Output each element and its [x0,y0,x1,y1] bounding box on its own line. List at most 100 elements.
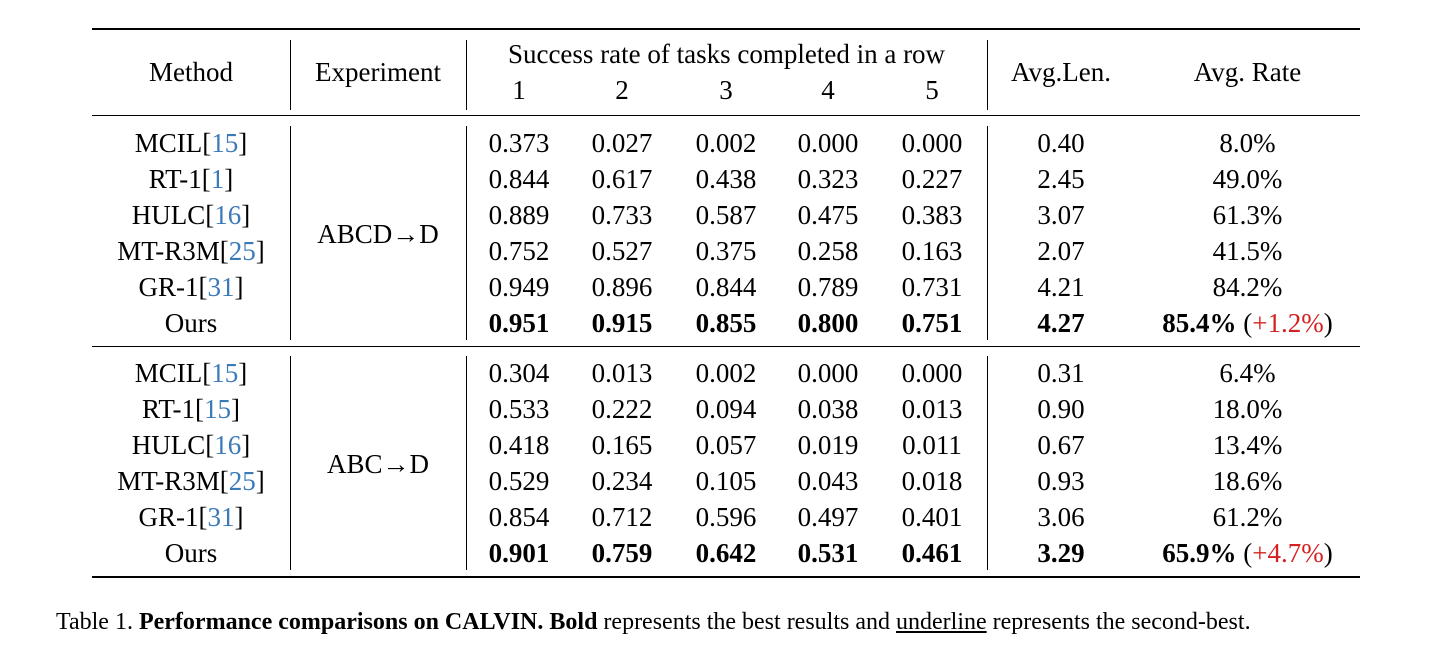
header-col-2: 2 [615,75,629,105]
caption-text-2: represents the second-best. [986,609,1251,635]
avg-rate-cell: 49.0% [1135,162,1360,196]
caption-text-1: represents the best results and [597,609,897,635]
group-rule [92,346,1360,347]
divider-method [290,40,291,110]
success-rate-cell: 0.529 [488,466,550,496]
avg-rate-value: 84.2% [1212,272,1283,302]
success-rate-cell: 0.531 [797,538,859,568]
success-rate-cell: 0.854 [488,502,550,532]
citation-link[interactable]: 16 [214,200,242,230]
header-avg-len: Avg.Len. [1011,57,1111,87]
success-rate-cell: 0.383 [901,200,963,230]
header-col-1: 1 [512,75,526,105]
success-rate-cell: 0.094 [695,394,757,424]
method-name: GR-1 [138,502,199,532]
success-rate-cell: 0.013 [591,358,653,388]
avg-rate-cell: 18.6% [1135,464,1360,498]
success-rate-cell: 0.027 [591,128,653,158]
method-name: Ours [164,308,218,338]
avg-len-cell: 3.06 [1037,502,1085,532]
success-rate-cell: 0.527 [591,236,653,266]
success-rate-cell: 0.323 [797,164,859,194]
top-rule [92,28,1360,30]
success-rate-cell: 0.759 [591,538,653,568]
success-rate-cell: 0.304 [488,358,550,388]
method-cell: MT-R3M[25] [117,466,265,496]
citation-link[interactable]: 15 [203,394,231,424]
avg-len-cell: 0.31 [1037,358,1085,388]
success-rate-cell: 0.165 [591,430,653,460]
method-name: MT-R3M [117,466,220,496]
avg-rate-cell: 8.0% [1135,126,1360,160]
experiment-label: ABCD→D [317,219,439,249]
method-name: MCIL [134,128,203,158]
citation-link[interactable]: 25 [228,466,256,496]
citation-link[interactable]: 16 [214,430,242,460]
avg-len-cell: 2.07 [1037,236,1085,266]
improvement-badge: +4.7% [1252,538,1324,568]
caption-label: Table 1. [56,609,139,635]
success-rate-cell: 0.000 [797,128,859,158]
avg-rate-value: 65.9% [1162,538,1237,568]
avg-rate-cell: 85.4% (+1.2%) [1162,308,1333,338]
success-rate-cell: 0.789 [797,272,859,302]
success-rate-cell: 0.642 [695,538,757,568]
avg-rate-value: 61.3% [1212,200,1283,230]
success-rate-cell: 0.105 [695,466,757,496]
avg-rate-cell: 84.2% [1135,270,1360,304]
success-rate-cell: 0.163 [901,236,963,266]
success-rate-cell: 0.043 [797,466,859,496]
caption-title: Performance comparisons on CALVIN. [138,609,544,635]
success-rate-cell: 0.800 [797,308,859,338]
divider-experiment-g1 [466,126,467,340]
success-rate-cell: 0.752 [488,236,550,266]
success-rate-cell: 0.587 [695,200,757,230]
success-rate-cell: 0.915 [591,308,653,338]
avg-rate-value: 41.5% [1212,236,1283,266]
success-rate-cell: 0.019 [797,430,859,460]
success-rate-cell: 0.000 [901,358,963,388]
divider-method-g2 [290,356,291,570]
citation-link[interactable]: 15 [211,358,239,388]
success-rate-cell: 0.418 [488,430,550,460]
method-cell: RT-1[15] [142,394,240,424]
success-rate-cell: 0.475 [797,200,859,230]
success-rate-cell: 0.901 [488,538,550,568]
success-rate-cell: 0.222 [591,394,653,424]
citation-link[interactable]: 1 [210,164,225,194]
citation-link[interactable]: 31 [207,502,235,532]
avg-rate-value: 49.0% [1212,164,1283,194]
success-rate-cell: 0.000 [901,128,963,158]
header-method: Method [149,57,233,87]
success-rate-cell: 0.497 [797,502,859,532]
success-rate-cell: 0.889 [488,200,550,230]
header-rule [92,115,1360,116]
avg-rate-value: 61.2% [1212,502,1283,532]
method-name: HULC [131,430,206,460]
success-rate-cell: 0.951 [488,308,550,338]
method-cell: Ours [92,306,290,340]
success-rate-cell: 0.011 [902,430,962,460]
avg-rate-cell: 18.0% [1135,392,1360,426]
avg-rate-cell: 61.2% [1135,500,1360,534]
success-rate-cell: 0.461 [901,538,963,568]
avg-len-cell: 2.45 [1037,164,1085,194]
citation-link[interactable]: 31 [207,272,235,302]
success-rate-cell: 0.617 [591,164,653,194]
table-caption: Table 1. Performance comparisons on CALV… [56,606,1251,638]
success-rate-cell: 0.002 [695,358,757,388]
avg-rate-value: 18.6% [1212,466,1283,496]
method-name: GR-1 [138,272,199,302]
method-cell: MCIL[15] [134,358,248,388]
citation-link[interactable]: 15 [211,128,239,158]
caption-underline-word: underline [896,609,987,635]
method-cell: MCIL[15] [134,128,248,158]
citation-link[interactable]: 25 [228,236,256,266]
avg-len-cell: 0.40 [1037,128,1085,158]
success-rate-cell: 0.855 [695,308,757,338]
avg-rate-value: 13.4% [1212,430,1283,460]
success-rate-cell: 0.733 [591,200,653,230]
success-rate-cell: 0.038 [797,394,859,424]
experiment-label: ABC→D [326,449,429,479]
method-cell: GR-1[31] [138,272,244,302]
